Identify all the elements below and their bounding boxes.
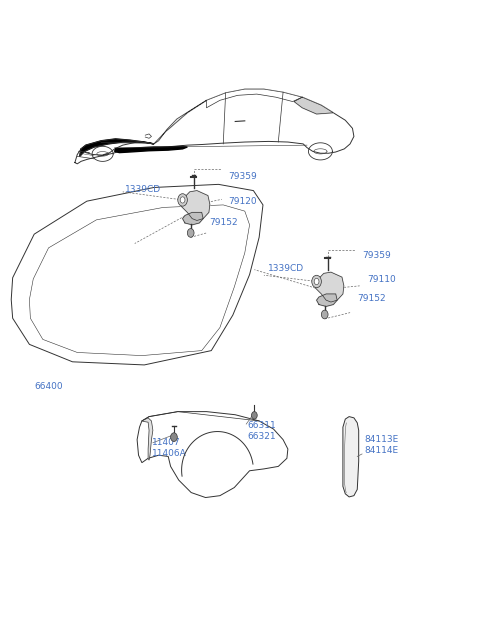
Text: 79152: 79152 — [357, 294, 386, 303]
Text: 1339CD: 1339CD — [125, 185, 161, 194]
Text: 1339CD: 1339CD — [268, 264, 304, 273]
Text: 79359: 79359 — [362, 251, 391, 260]
Polygon shape — [343, 417, 359, 497]
Polygon shape — [181, 432, 253, 476]
Polygon shape — [294, 97, 333, 114]
Polygon shape — [142, 418, 153, 460]
Text: 66400: 66400 — [34, 383, 63, 391]
Circle shape — [322, 310, 328, 319]
Circle shape — [312, 275, 322, 288]
Polygon shape — [206, 89, 302, 108]
Polygon shape — [137, 412, 288, 497]
Text: 84113E: 84113E — [364, 435, 399, 444]
Text: 66321: 66321 — [247, 432, 276, 441]
Polygon shape — [11, 184, 263, 365]
Polygon shape — [80, 139, 154, 157]
Circle shape — [314, 278, 319, 285]
Text: 79152: 79152 — [209, 218, 238, 228]
Circle shape — [180, 197, 185, 203]
Text: 11407: 11407 — [152, 438, 180, 447]
Circle shape — [187, 228, 194, 237]
Polygon shape — [182, 212, 203, 225]
Text: 79120: 79120 — [228, 197, 257, 206]
Text: 11406A: 11406A — [152, 449, 186, 458]
Polygon shape — [317, 294, 337, 306]
Text: 66311: 66311 — [247, 421, 276, 431]
Text: 84114E: 84114E — [364, 446, 398, 455]
Text: 79110: 79110 — [367, 275, 396, 283]
Circle shape — [252, 412, 257, 419]
Polygon shape — [154, 100, 206, 144]
Polygon shape — [315, 272, 344, 302]
Circle shape — [178, 193, 187, 206]
Text: 79359: 79359 — [228, 172, 257, 181]
Polygon shape — [181, 190, 210, 220]
Circle shape — [170, 433, 177, 442]
Polygon shape — [115, 147, 187, 153]
